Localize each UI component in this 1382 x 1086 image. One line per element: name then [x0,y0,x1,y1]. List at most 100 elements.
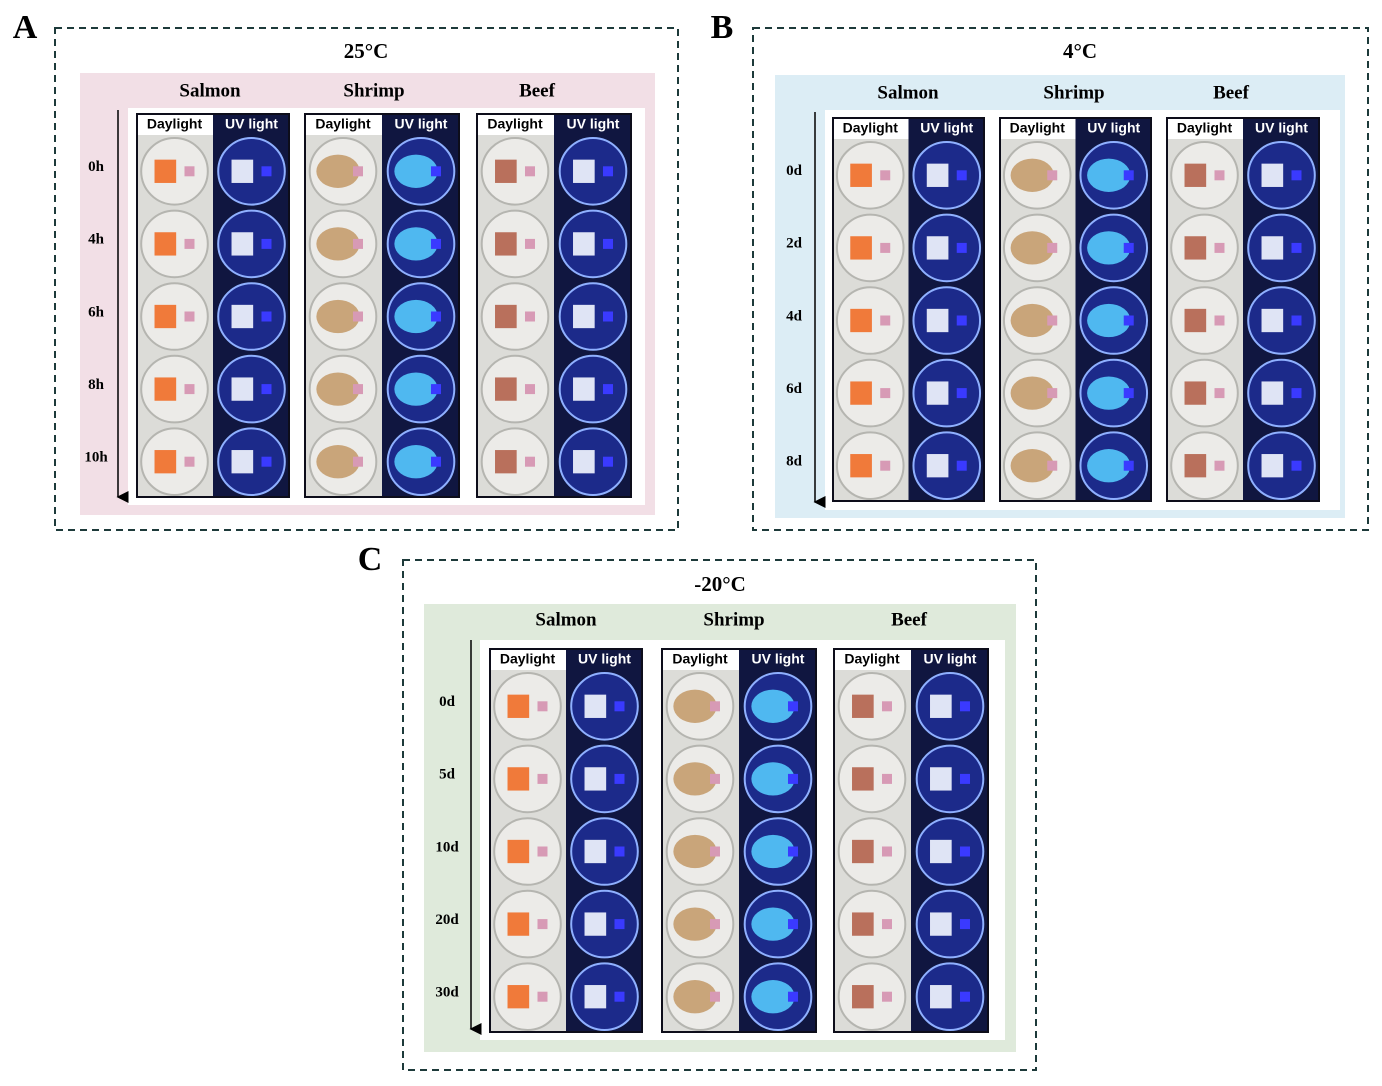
sample [573,377,595,401]
indicator [430,456,441,467]
sample [231,304,254,329]
sample [1010,376,1054,410]
indicator [881,701,892,712]
condition-label: Daylight [1177,120,1233,136]
sample [316,299,360,334]
indicator [880,388,891,399]
indicator [881,919,892,930]
indicator [524,456,535,467]
indicator [880,242,891,253]
time-label: 10h [84,450,108,466]
indicator [261,166,272,177]
sample [231,232,254,256]
sample [926,454,949,478]
indicator [537,846,548,857]
sample [1010,231,1054,265]
sample [1010,303,1054,338]
indicator [880,170,891,181]
indicator [537,773,548,784]
indicator [1047,388,1058,399]
time-label: 10d [435,839,459,855]
indicator [959,701,970,712]
indicator [1123,388,1134,399]
indicator [602,311,613,322]
indicator [261,238,272,249]
indicator [1291,170,1302,181]
sample [751,689,795,723]
indicator [881,846,892,857]
time-label: 8h [88,377,105,393]
indicator [352,311,363,322]
daylight-header [835,650,911,670]
indicator [959,991,970,1002]
indicator [1047,170,1058,181]
indicator [184,166,195,177]
condition-label: UV light [752,651,805,667]
sample [1184,236,1207,260]
time-label: 2d [786,236,803,252]
panel-border [402,559,1037,1071]
sample [926,163,949,187]
indicator [1214,315,1225,326]
indicator [1123,315,1134,326]
daylight-header [1168,119,1243,139]
sample [573,232,595,256]
indicator [787,919,798,930]
sample [507,767,530,791]
indicator [1291,315,1302,326]
indicator [352,384,363,395]
indicator [1047,315,1058,326]
indicator [602,238,613,249]
indicator [352,166,363,177]
condition-label: Daylight [147,116,203,132]
daylight-header [1001,119,1076,139]
indicator [537,919,548,930]
sample [1261,454,1284,478]
condition-label: UV light [578,651,631,667]
sample [507,985,530,1009]
sample [852,839,874,864]
indicator [184,384,195,395]
sample [930,985,952,1009]
indicator [602,384,613,395]
condition-label: UV light [1087,120,1140,136]
sample [495,159,517,183]
sample [316,445,360,479]
indicator [430,166,441,177]
sample [231,450,254,474]
sample [584,767,607,791]
indicator [959,773,970,784]
sample [394,445,438,479]
sample [852,985,874,1009]
sample [751,907,795,941]
indicator [1047,242,1058,253]
food-label: Salmon [535,609,597,630]
sample [1261,163,1284,187]
indicator [524,238,535,249]
sample [394,372,438,406]
sample [673,689,717,723]
condition-label: UV light [924,651,977,667]
indicator [184,311,195,322]
time-label: 0h [88,159,105,175]
sample [495,450,517,474]
food-label: Beef [1213,82,1250,103]
sample [154,450,177,474]
sample [394,154,438,188]
sample [507,694,530,718]
indicator [787,773,798,784]
sample [1087,376,1131,410]
sample [1010,449,1054,483]
sample [1261,308,1284,333]
indicator [524,384,535,395]
sample [573,304,595,329]
daylight-header [663,650,739,670]
time-label: 8d [786,454,803,470]
indicator [261,456,272,467]
sample [231,159,254,183]
condition-label: UV light [225,116,278,132]
sample [584,912,607,936]
indicator [537,991,548,1002]
indicator [430,238,441,249]
indicator [1214,170,1225,181]
